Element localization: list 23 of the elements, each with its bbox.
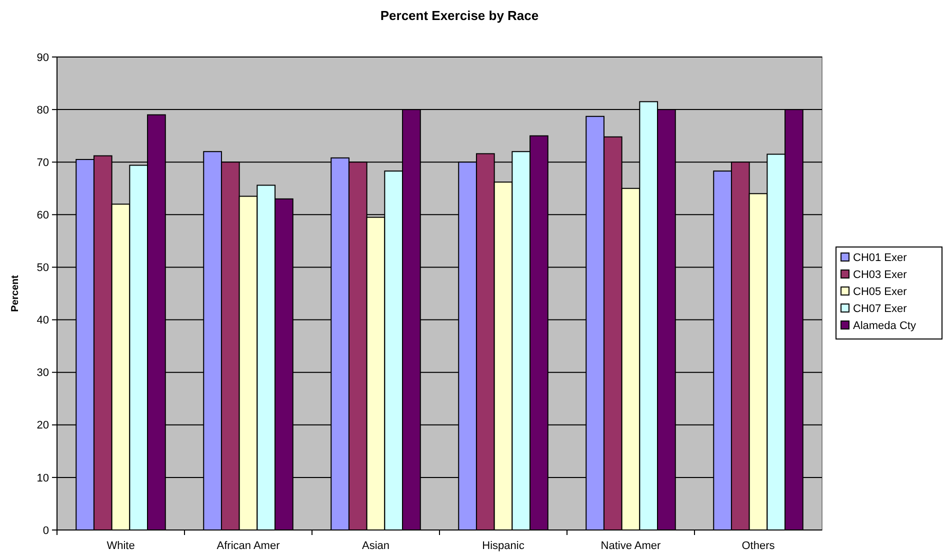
x-tick-label: White bbox=[106, 540, 135, 552]
y-tick-label: 40 bbox=[36, 314, 49, 327]
legend-label: CH05 Exer bbox=[853, 286, 908, 298]
x-tick-label: African Amer bbox=[216, 540, 280, 552]
y-tick-label: 70 bbox=[36, 156, 49, 169]
x-tick-label: Hispanic bbox=[482, 540, 525, 552]
legend-label: Alameda Cty bbox=[853, 320, 916, 332]
y-tick-label: 30 bbox=[36, 367, 49, 380]
y-tick-label: 80 bbox=[36, 104, 49, 116]
legend-label: CH01 Exer bbox=[853, 252, 908, 264]
legend-label: CH03 Exer bbox=[853, 268, 908, 281]
y-tick-label: 90 bbox=[36, 52, 49, 64]
y-tick-label: 60 bbox=[36, 210, 49, 222]
legend-label: CH07 Exer bbox=[853, 302, 908, 315]
y-axis-title: Percent bbox=[10, 274, 21, 312]
y-tick-label: 10 bbox=[36, 472, 49, 484]
x-tick-label: Others bbox=[742, 540, 776, 552]
y-tick-label: 0 bbox=[42, 524, 49, 537]
y-tick-label: 20 bbox=[36, 420, 49, 432]
x-tick-label: Native Amer bbox=[600, 540, 662, 552]
chart-title: Percent Exercise by Race bbox=[380, 8, 539, 23]
x-tick-label: Asian bbox=[362, 540, 390, 552]
y-tick-label: 50 bbox=[36, 262, 49, 274]
